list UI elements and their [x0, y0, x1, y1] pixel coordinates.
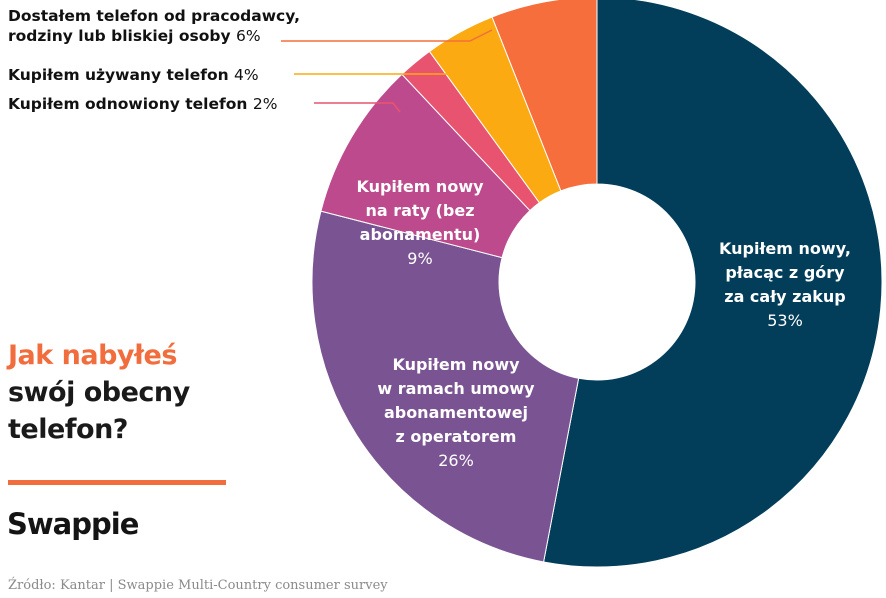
slice-0-name-label: płacąc z góry	[725, 263, 845, 282]
title-line-3: telefon?	[8, 414, 128, 445]
title-line-2: swój obecny	[8, 377, 190, 408]
leader-line-5	[281, 29, 493, 42]
chart-title: Jak nabyłeś swój obecny telefon?	[8, 337, 190, 448]
source-note: Źródło: Kantar | Swappie Multi-Country c…	[8, 578, 388, 593]
slice-1	[311, 210, 580, 563]
slice-0-pct-label: 53%	[767, 311, 803, 330]
slice-2-name-label: abonamentu)	[360, 225, 481, 244]
brand-logo: Swappie	[7, 507, 139, 541]
slice-1-name-label: z operatorem	[396, 427, 517, 446]
title-divider	[8, 480, 226, 485]
title-line-1: Jak nabyłeś	[8, 340, 177, 371]
label-used-phone: Kupiłem używany telefon 4%	[8, 66, 259, 84]
slice-0-name-label: Kupiłem nowy,	[719, 239, 851, 258]
slice-2-name-label: Kupiłem nowy	[356, 177, 484, 196]
slice-1-pct-label: 26%	[438, 451, 474, 470]
slice-0-name-label: za cały zakup	[724, 287, 846, 306]
slice-5	[491, 0, 598, 192]
leader-line-3	[314, 102, 401, 113]
slice-1-name-label: abonamentowej	[384, 403, 528, 422]
label-refurbished-phone: Kupiłem odnowiony telefon 2%	[8, 95, 278, 113]
slice-2-pct-label: 9%	[407, 249, 432, 268]
slice-0	[543, 0, 883, 568]
slice-1-name-label: w ramach umowy	[377, 379, 535, 398]
slice-2-name-label: na raty (bez	[365, 201, 474, 220]
slice-1-name-label: Kupiłem nowy	[392, 355, 520, 374]
slice-2	[320, 73, 531, 259]
label-gift-phone: Dostałem telefon od pracodawcy, rodziny …	[8, 7, 301, 45]
